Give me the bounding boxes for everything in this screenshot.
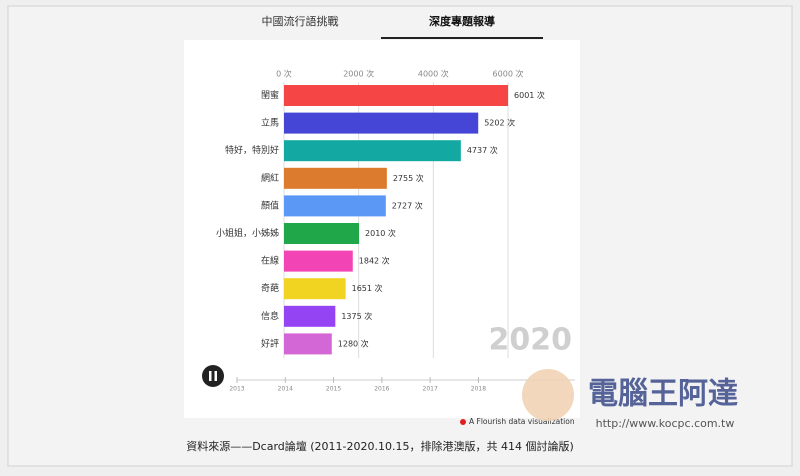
credit-dot [460,419,466,425]
bar [284,278,346,300]
bar [284,167,387,189]
tab-active[interactable]: 深度專題報導 [429,14,495,28]
category-label: 好評 [261,337,279,349]
watermark-url: http://www.kocpc.com.tw [596,417,735,430]
category-label: 信息 [261,310,279,322]
timeline-tick-label: 2017 [423,386,438,393]
bar [284,85,509,106]
value-label: 4737 次 [467,145,498,155]
value-label: 2727 次 [392,200,423,210]
x-tick-label: 2000 次 [343,69,374,79]
credit[interactable]: A Flourish data visualization [469,417,575,426]
value-label: 2010 次 [365,228,396,238]
timeline-tick-label: 2016 [374,386,389,393]
category-label: 在線 [261,255,279,267]
play-button[interactable] [202,365,224,387]
bar [284,195,386,217]
category-label: 特好，特別好 [225,144,279,156]
x-tick-label: 4000 次 [418,69,449,79]
tab[interactable]: 中國流行語挑戰 [262,14,339,28]
category-label: 立馬 [261,117,279,129]
value-label: 5202 次 [484,118,515,128]
value-label: 1651 次 [352,283,383,293]
pause-icon [214,371,217,381]
bar [284,112,479,134]
timeline-tick-label: 2014 [278,386,293,393]
bar [284,223,360,244]
bar [284,333,332,355]
value-label: 1375 次 [341,311,372,321]
year-label: 2020 [489,323,573,358]
caption: 資料來源——Dcard論壇 (2011-2020.10.15，排除港澳版，共 4… [186,439,574,453]
category-label: 閨蜜 [261,89,279,101]
mascot [522,369,574,421]
category-label: 顏值 [261,199,279,211]
value-label: 1280 次 [338,338,369,348]
category-label: 小姐姐，小姊姊 [216,227,279,239]
value-label: 1842 次 [359,256,390,266]
value-label: 2755 次 [393,173,424,183]
bar [284,305,336,327]
x-tick-label: 0 次 [276,69,292,79]
timeline-tick-label: 2018 [471,386,486,393]
pause-icon [209,371,212,381]
timeline-tick-label: 2015 [326,386,341,393]
chart: 0 次 2000 次 4000 次 6000 次 2020 閨蜜 6001 次立馬 5202 … [216,69,575,393]
value-label: 6001 次 [514,90,545,100]
category-label: 網紅 [261,172,279,184]
watermark-name: 電腦王阿達 [588,377,738,412]
category-label: 奇葩 [261,282,279,294]
x-tick-label: 6000 次 [493,69,524,79]
bar [284,250,353,272]
bar [284,140,461,162]
timeline-tick-label: 2013 [229,386,244,393]
